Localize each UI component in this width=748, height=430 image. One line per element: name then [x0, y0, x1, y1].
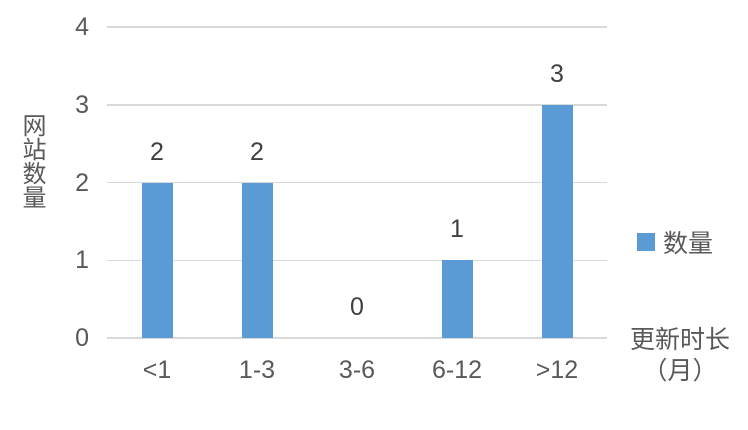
y-tick-label: 4	[75, 13, 89, 41]
gridline	[107, 104, 607, 106]
y-tick-label: 1	[75, 246, 89, 275]
x-category-label: <1	[142, 356, 172, 384]
legend-swatch-icon	[637, 233, 655, 251]
x-category-label: >12	[535, 356, 579, 384]
y-tick-label: 3	[75, 90, 89, 119]
plot-area: 2 2 0 1 3	[107, 26, 607, 339]
gridline	[107, 259, 607, 261]
legend-label: 数量	[663, 230, 714, 258]
bar-data-label: 1	[450, 215, 464, 244]
x-axis-title: 更新时长（月）	[629, 326, 730, 385]
x-category-label: 1-3	[238, 356, 276, 384]
bar	[141, 182, 173, 338]
x-category-label: 6-12	[431, 356, 483, 384]
bar-data-label: 2	[250, 137, 264, 166]
gridline	[107, 181, 607, 184]
bar-data-label: 3	[550, 59, 564, 88]
y-tick-label: 0	[75, 324, 89, 352]
bar	[541, 104, 573, 338]
x-category-label: 3-6	[338, 356, 376, 384]
bar-data-label: 2	[150, 137, 164, 166]
legend: 数量	[637, 227, 714, 258]
bar	[441, 260, 473, 338]
bar-data-label: 0	[350, 293, 364, 321]
bar	[241, 182, 273, 338]
gridline	[107, 337, 607, 339]
y-axis-title: 网站数量	[18, 113, 45, 209]
y-tick-label: 2	[75, 168, 89, 197]
gridline	[107, 26, 607, 28]
